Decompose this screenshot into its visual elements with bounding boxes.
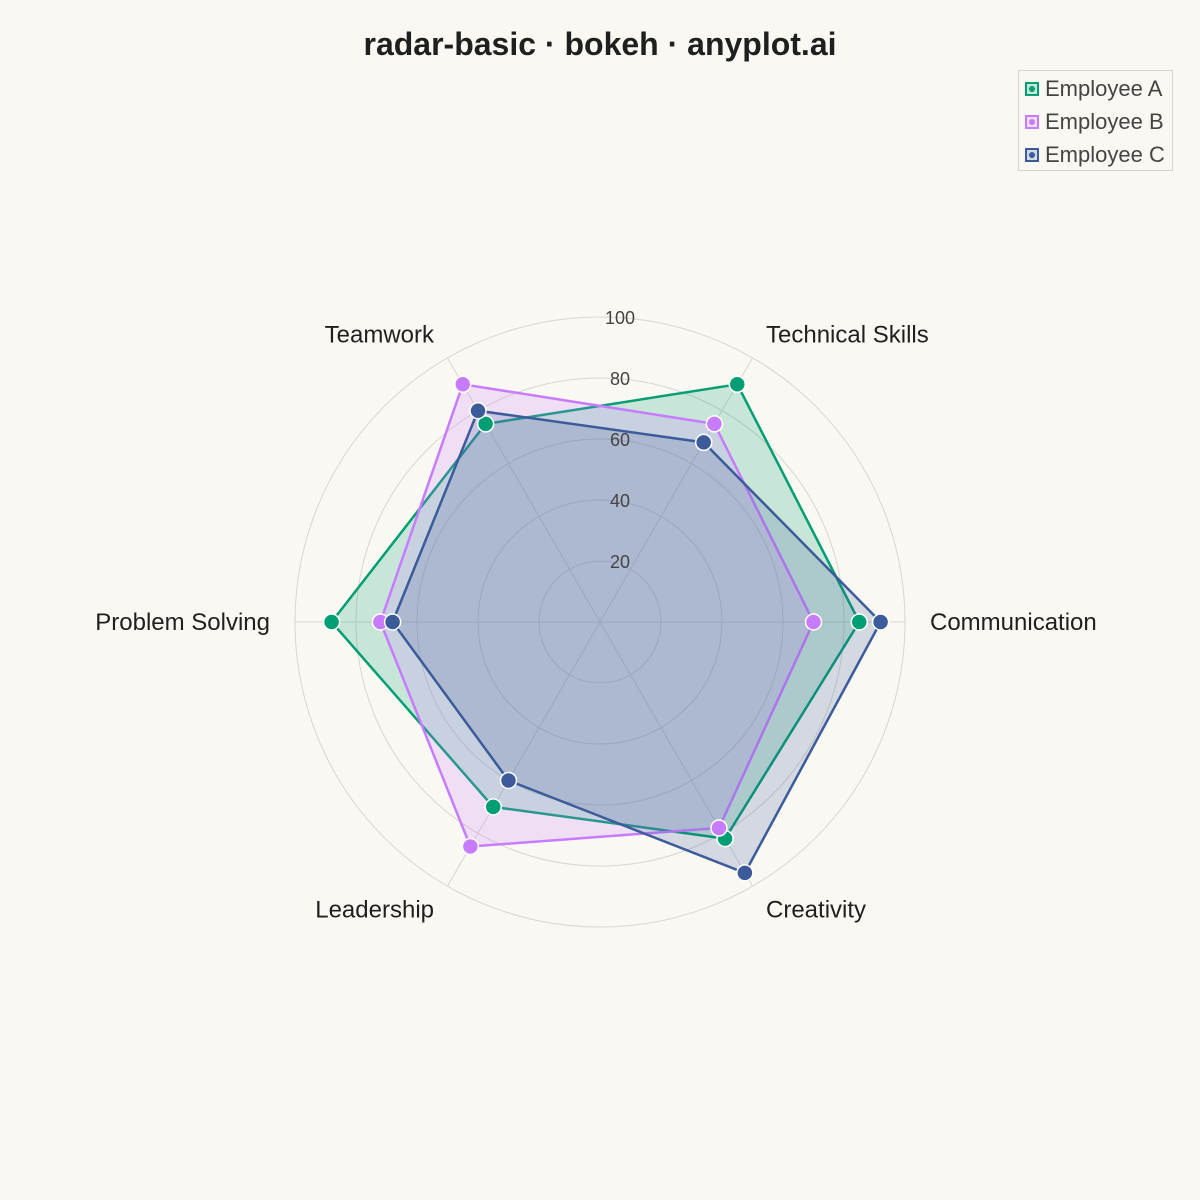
radial-tick-label: 40 (610, 491, 630, 511)
data-point (728, 375, 746, 394)
legend-item-employee-c[interactable]: Employee C (1025, 140, 1165, 170)
category-label-layer: Communication Technical Skills Teamwork Pro… (95, 321, 1096, 923)
legend: Employee A Employee B Employee C (1018, 70, 1173, 171)
grid-spoke (599, 357, 753, 623)
legend-label: Employee A (1045, 76, 1163, 101)
data-point (705, 415, 724, 433)
grid-spoke (447, 357, 601, 623)
radial-tick-label: 60 (610, 430, 630, 450)
data-point (710, 819, 728, 837)
series-layer (322, 375, 890, 882)
data-point (694, 433, 713, 452)
data-point (850, 613, 868, 631)
legend-swatch (1025, 148, 1039, 162)
category-label: Creativity (766, 897, 866, 924)
data-point (804, 613, 823, 631)
data-point (871, 613, 890, 631)
chart-title: radar-basic · bokeh · anyplot.ai (363, 26, 837, 62)
data-point (469, 401, 487, 420)
radial-tick-label: 80 (610, 369, 630, 389)
category-label: Teamwork (325, 321, 435, 348)
legend-swatch (1025, 115, 1039, 129)
category-label: Leadership (315, 897, 434, 924)
legend-label: Employee C (1045, 142, 1165, 167)
data-point (484, 798, 502, 816)
category-label: Problem Solving (95, 609, 270, 636)
data-point (499, 771, 518, 790)
legend-item-employee-a[interactable]: Employee A (1025, 74, 1162, 104)
radial-tick-label: 20 (610, 552, 630, 572)
data-point (383, 613, 402, 631)
data-point (476, 415, 495, 433)
legend-item-employee-b[interactable]: Employee B (1025, 107, 1164, 137)
radial-tick-label: 100 (605, 308, 635, 328)
tick-layer: 20 40 60 80 100 (605, 308, 635, 572)
legend-swatch (1025, 82, 1039, 96)
data-point (461, 837, 480, 856)
data-point (736, 864, 754, 882)
data-point (322, 613, 341, 631)
legend-label: Employee B (1045, 109, 1164, 134)
data-point (454, 375, 472, 394)
category-label: Communication (930, 609, 1097, 636)
category-label: Technical Skills (766, 321, 929, 348)
